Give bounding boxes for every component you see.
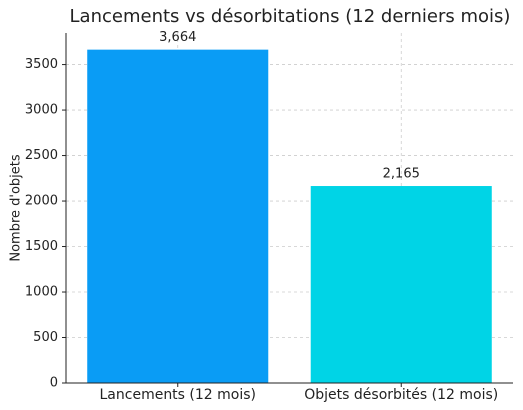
value-label: 2,165: [383, 167, 420, 182]
bar: [310, 186, 492, 383]
y-tick-label: 0: [50, 376, 58, 391]
y-tick-label: 3500: [25, 57, 58, 72]
y-tick-label: 3000: [25, 103, 58, 118]
value-label: 3,664: [159, 30, 196, 45]
x-tick-label: Objets désorbités (12 mois): [304, 387, 498, 403]
y-tick-label: 2500: [25, 148, 58, 163]
bar: [87, 49, 269, 383]
chart-title: Lancements vs désorbitations (12 dernier…: [70, 6, 511, 27]
x-tick-label: Lancements (12 mois): [100, 387, 257, 403]
y-tick-label: 500: [33, 330, 58, 345]
y-axis-label: Nombre d'objets: [9, 154, 24, 262]
y-tick-label: 1500: [25, 239, 58, 254]
y-tick-label: 2000: [25, 194, 58, 209]
y-tick-label: 1000: [25, 285, 58, 300]
